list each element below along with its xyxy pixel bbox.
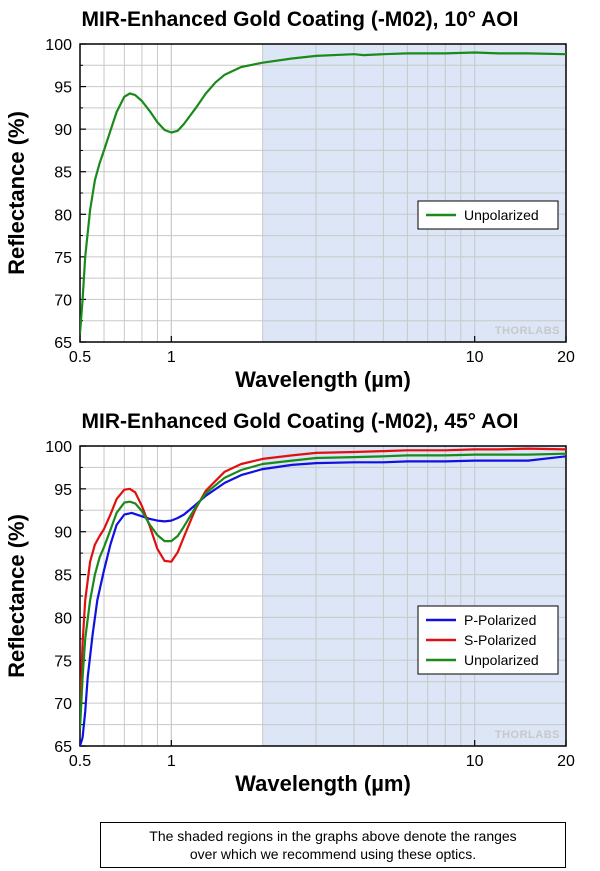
y-tick-label: 75	[54, 653, 72, 670]
x-tick-label: 0.5	[69, 753, 91, 770]
x-tick-label: 10	[466, 349, 484, 366]
y-tick-label: 100	[45, 37, 72, 54]
y-tick-label: 85	[54, 165, 72, 182]
chart-2: 65 70 75 80 85 90 95 100 0.5 1 10 20 MIR-Enhanced Go…	[4, 410, 575, 796]
series-line-p-polarized	[80, 455, 566, 746]
x-tick-label: 20	[557, 349, 575, 366]
x-tick-label: 10	[466, 753, 484, 770]
y-tick-label: 90	[54, 525, 72, 542]
note-line-2: over which we recommend using these opti…	[189, 846, 477, 862]
legend: Unpolarized	[417, 200, 559, 230]
series-line-s-polarized	[80, 447, 566, 704]
y-tick-label: 80	[54, 207, 72, 224]
y-tick-label: 85	[54, 568, 72, 585]
y-tick-label: 65	[54, 739, 72, 756]
y-tick-label: 65	[54, 335, 72, 352]
thorlabs-watermark: THORLABS	[495, 729, 560, 741]
y-axis-label: Reflectance (%)	[4, 514, 29, 678]
y-tick-label: 70	[54, 292, 72, 309]
y-tick-label: 95	[54, 482, 72, 499]
legend-entry: Unpolarized	[464, 652, 539, 668]
grid-lines	[80, 446, 566, 746]
note-line-1: The shaded regions in the graphs above d…	[149, 828, 517, 844]
x-tick-label: 1	[167, 349, 176, 366]
grid-lines	[80, 44, 566, 342]
chart-title: MIR-Enhanced Gold Coating (-M02), 10° AO…	[82, 8, 519, 31]
series-line-unpolarized	[80, 51, 566, 334]
chart-1: 65 70 75 80 85 90 95 100 0.5 1 10 20 MIR-Enhanced Go…	[4, 8, 575, 392]
y-tick-label: 90	[54, 122, 72, 139]
legend-entry: P-Polarized	[464, 612, 536, 628]
x-tick-label: 1	[167, 753, 176, 770]
thorlabs-watermark: THORLABS	[495, 325, 560, 337]
y-tick-label: 80	[54, 610, 72, 627]
legend: P-Polarized S-Polarized Unpolarized	[417, 605, 559, 675]
y-tick-label: 70	[54, 696, 72, 713]
y-tick-label: 95	[54, 80, 72, 97]
series-line-unpolarized	[80, 452, 566, 729]
x-tick-label: 20	[557, 753, 575, 770]
recommendation-note: The shaded regions in the graphs above d…	[100, 822, 566, 868]
x-tick-label: 0.5	[69, 349, 91, 366]
chart-title: MIR-Enhanced Gold Coating (-M02), 45° AO…	[82, 410, 519, 433]
x-axis-label: Wavelength (µm)	[235, 367, 411, 392]
y-axis-label: Reflectance (%)	[4, 111, 29, 275]
y-tick-label: 75	[54, 250, 72, 267]
legend-entry: S-Polarized	[464, 632, 536, 648]
legend-entry: Unpolarized	[464, 207, 539, 223]
x-axis-label: Wavelength (µm)	[235, 771, 411, 796]
y-tick-label: 100	[45, 439, 72, 456]
